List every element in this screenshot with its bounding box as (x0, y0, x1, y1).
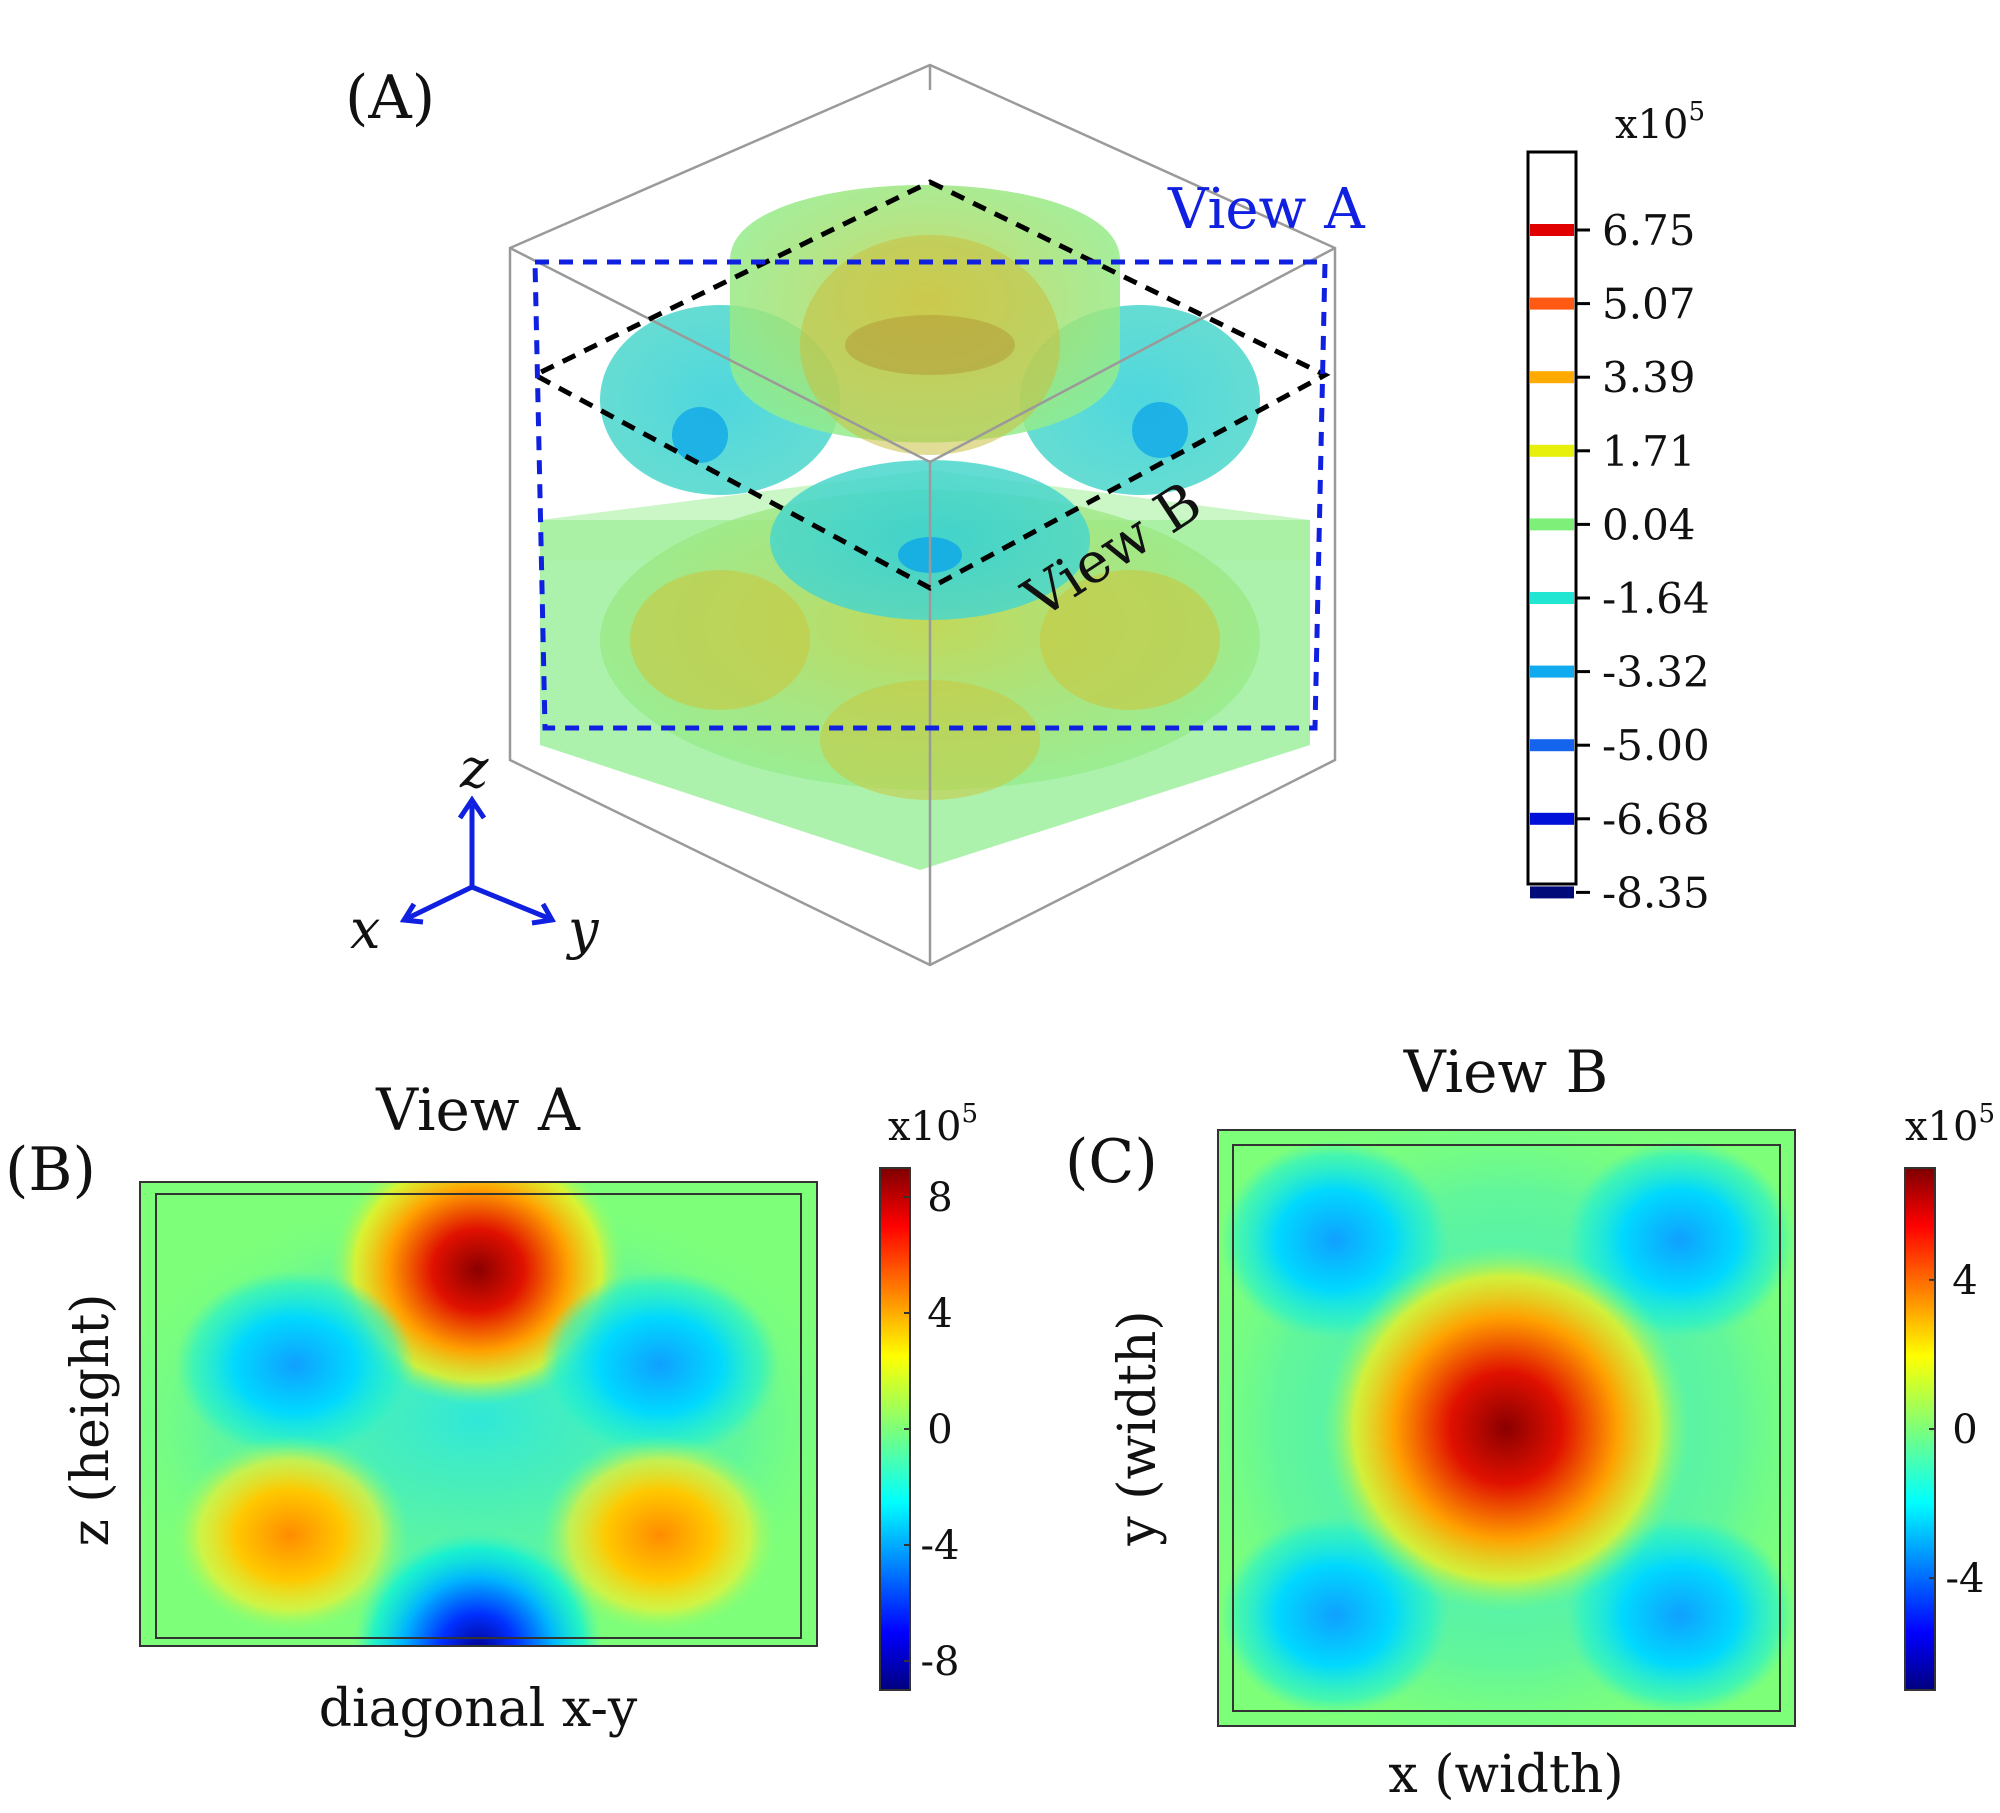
colorbar-b-tick-label: 4 (927, 1291, 952, 1337)
colorbar-b-tick-label: -8 (921, 1639, 960, 1685)
panel-c-title: View B (1403, 1038, 1608, 1106)
panel-b-heatmap (140, 1182, 817, 1646)
view-a-frame (532, 259, 1328, 731)
isosurface-render (540, 185, 1310, 870)
colorbar-a-level-band (1530, 886, 1574, 899)
colorbar-c-tick-label: -4 (1946, 1556, 1985, 1602)
z-axis-label: z (459, 737, 489, 800)
colorbar-a-level-label: -5.00 (1602, 721, 1710, 770)
svg-text:diagonal x-y: diagonal x-y (319, 1679, 638, 1739)
colorbar-a-level-band (1530, 812, 1574, 825)
colorbar-a-level-band (1530, 592, 1574, 604)
colorbar-a-exponent-base: x10 (1615, 102, 1688, 148)
colorbar-a-level-label: 1.71 (1602, 427, 1696, 476)
colorbar-c-tick-label: 4 (1952, 1258, 1977, 1304)
panel-b-title: View A (375, 1076, 581, 1144)
colorbar-a-level-band (1530, 444, 1574, 457)
colorbar-a-level-label: 5.07 (1602, 280, 1696, 329)
svg-text:x105: x105 (888, 1099, 978, 1150)
colorbar-b-tick-label: -4 (921, 1523, 960, 1569)
panel-c-label: (C) (1065, 1127, 1158, 1197)
colorbar-a-exponent-power: 5 (1688, 97, 1705, 127)
panel-c-colorbar: x105 4 0 -4 (1904, 1099, 1995, 1691)
view-b-frame (529, 179, 1331, 591)
axis-triad (399, 795, 556, 926)
colorbar-a-level-band (1530, 665, 1574, 678)
colorbar-c-exponent-base: x10 (1905, 1104, 1978, 1150)
colorbar-b-tick-label: 8 (927, 1175, 952, 1221)
colorbar-a-level-band (1530, 518, 1574, 531)
colorbar-c-exponent-power: 5 (1978, 1099, 1995, 1129)
panel-b-colorbar: x105 8 4 0 -4 -8 (879, 1099, 978, 1691)
colorbar-a-level-band (1530, 371, 1574, 384)
colorbar-a-level-label: 0.04 (1602, 500, 1696, 549)
svg-text:x105: x105 (1615, 97, 1705, 148)
panel-b-ylabel: z (height) (61, 1293, 121, 1546)
panel-b-xlabel: diagonal x-y (319, 1679, 638, 1739)
colorbar-a-level-label: -3.32 (1602, 648, 1710, 697)
x-axis-label: x (350, 898, 380, 961)
panel-b: (B) View A diagonal x-y z (height) x105 … (5, 1076, 978, 1739)
panel-a-colorbar: x105 6.75 5.07 3.39 1.71 0.04 -1.64 -3.32 -5.00… (1526, 97, 1710, 917)
colorbar-a-level-label: 3.39 (1602, 353, 1696, 402)
colorbar-a-level-label: 6.75 (1602, 206, 1696, 255)
colorbar-a-level-band (1530, 739, 1574, 752)
view-a-label: View A (1167, 177, 1365, 242)
colorbar-b-exponent-power: 5 (961, 1099, 978, 1129)
colorbar-a-level-band (1530, 224, 1574, 236)
y-axis-label: y (566, 898, 600, 961)
panel-b-label: (B) (5, 1135, 96, 1205)
colorbar-c-tick-label: 0 (1952, 1407, 1977, 1453)
colorbar-a-level-label: -6.68 (1602, 795, 1710, 844)
colorbar-b-exponent-base: x10 (888, 1104, 961, 1150)
svg-text:x105: x105 (1905, 1099, 1995, 1150)
colorbar-a-level-label: -1.64 (1602, 574, 1710, 623)
panel-c-ylabel: y (width) (1108, 1310, 1168, 1546)
colorbar-b-tick-label: 0 (927, 1407, 952, 1453)
colorbar-a-level-band (1530, 297, 1574, 310)
panel-a-label: (A) (345, 63, 435, 133)
colorbar-a-level-label: -8.35 (1602, 868, 1710, 917)
panel-c-xlabel: x (width) (1388, 1745, 1623, 1805)
panel-c-heatmap (1218, 1130, 1795, 1726)
panel-c: (C) View B x (width) y (width) x105 4 0 -4 (1065, 1038, 1995, 1805)
panel-a: (A) (345, 63, 1710, 967)
